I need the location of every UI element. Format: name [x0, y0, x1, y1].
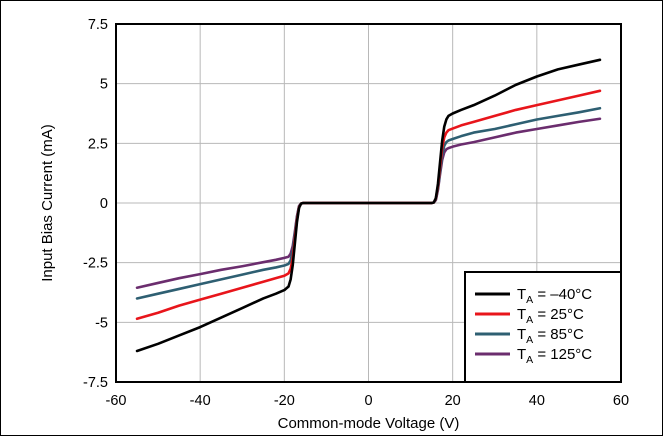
plot-area — [115, 23, 622, 383]
legend-label: TA = –40°C — [517, 286, 592, 306]
y-tick-label: -2.5 — [83, 256, 108, 272]
legend: TA = –40°CTA = 25°CTA = 85°CTA = 125°C — [464, 271, 622, 383]
x-axis-title: Common-mode Voltage (V) — [278, 415, 460, 432]
legend-label-main: T — [517, 326, 526, 343]
tick-labels: -60 -40 -20 0 20 40 60 7.5 5 2.5 0 -2.5 -5 -7.5 — [83, 17, 629, 409]
x-tick-label: -40 — [190, 393, 211, 409]
series-line-0 — [135, 58, 602, 353]
legend-label-main: T — [517, 286, 526, 303]
y-tick-label: -5 — [95, 315, 108, 331]
legend-label-rest: = 25°C — [533, 306, 584, 323]
legend-label: TA = 25°C — [517, 306, 584, 326]
y-tick-label: -7.5 — [83, 375, 108, 391]
x-tick-label: 0 — [364, 393, 372, 409]
legend-label: TA = 125°C — [517, 346, 592, 366]
legend-label-subscript: A — [526, 314, 533, 326]
legend-label-main: T — [517, 346, 526, 363]
y-tick-label: 0 — [100, 196, 108, 212]
y-tick-label: 5 — [100, 77, 108, 93]
x-tick-label: 60 — [613, 393, 629, 409]
x-tick-label: 20 — [445, 393, 461, 409]
legend-label-subscript: A — [526, 354, 533, 366]
legend-label-subscript: A — [526, 294, 533, 306]
y-axis-title: Input Bias Current (mA) — [39, 124, 56, 282]
legend-label-main: T — [517, 306, 526, 323]
legend-label-subscript: A — [526, 334, 533, 346]
series-layer — [135, 58, 602, 353]
legend-label-rest: = –40°C — [533, 286, 592, 303]
y-tick-label: 2.5 — [88, 136, 108, 152]
x-tick-label: -60 — [106, 393, 127, 409]
legend-label-rest: = 125°C — [533, 346, 592, 363]
legend-box — [464, 271, 622, 383]
legend-label-rest: = 85°C — [533, 326, 584, 343]
x-tick-label: 40 — [529, 393, 545, 409]
x-tick-label: -20 — [274, 393, 295, 409]
y-tick-label: 7.5 — [88, 17, 108, 33]
legend-label: TA = 85°C — [517, 326, 584, 346]
